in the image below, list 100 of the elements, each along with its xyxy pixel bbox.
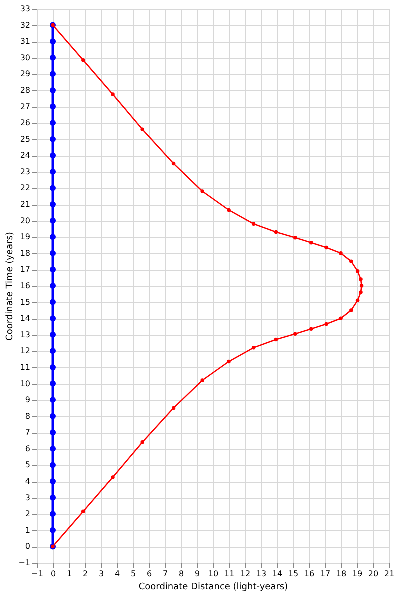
point bbox=[200, 190, 204, 194]
point bbox=[50, 299, 56, 306]
y-tick-label: 20 bbox=[20, 216, 30, 226]
y-tick-label: 30 bbox=[20, 53, 30, 62]
x-tick-label: 0 bbox=[50, 570, 56, 578]
y-tick-label: 18 bbox=[20, 248, 30, 258]
point bbox=[50, 364, 56, 370]
x-tick-label: 4 bbox=[114, 570, 120, 578]
y-tick-label: 24 bbox=[20, 151, 30, 160]
point bbox=[360, 284, 364, 288]
point bbox=[82, 58, 86, 62]
point bbox=[50, 462, 56, 468]
point bbox=[50, 104, 56, 110]
y-tick-label: 6 bbox=[25, 444, 30, 454]
point bbox=[50, 202, 56, 208]
point bbox=[50, 250, 56, 256]
point bbox=[50, 332, 56, 338]
point bbox=[50, 446, 56, 452]
x-tick-label: 16 bbox=[304, 570, 315, 578]
point bbox=[227, 208, 231, 212]
y-axis-title: Coordinate Time (years) bbox=[6, 232, 16, 341]
point bbox=[294, 236, 298, 240]
y-tick-label: 11 bbox=[20, 362, 30, 372]
x-tick-label: 18 bbox=[336, 570, 347, 578]
y-tick-label: 17 bbox=[20, 265, 30, 274]
point bbox=[50, 136, 56, 142]
y-tick-label: 8 bbox=[25, 412, 30, 421]
x-tick-label: 11 bbox=[224, 570, 235, 578]
x-tick-label: 12 bbox=[240, 570, 251, 578]
x-tick-label: 3 bbox=[98, 570, 104, 578]
x-tick-label: 1 bbox=[66, 570, 72, 578]
y-tick-label: 16 bbox=[20, 282, 30, 290]
y-tick-label: 27 bbox=[20, 102, 30, 112]
x-tick-label: 7 bbox=[162, 570, 168, 578]
point bbox=[82, 510, 86, 514]
y-tick-label: 0 bbox=[25, 542, 30, 552]
y-tick-label: 25 bbox=[20, 134, 30, 144]
point bbox=[50, 478, 56, 485]
point bbox=[356, 298, 360, 303]
point bbox=[50, 71, 56, 78]
point bbox=[50, 413, 56, 420]
y-tick-label: 2 bbox=[25, 510, 30, 519]
point bbox=[50, 511, 56, 518]
point bbox=[227, 360, 231, 364]
y-tick-label: 28 bbox=[20, 86, 30, 95]
point bbox=[252, 222, 256, 226]
y-tick-label: 7 bbox=[25, 428, 30, 438]
point bbox=[359, 290, 363, 294]
y-tick-label: 10 bbox=[20, 379, 30, 388]
x-tick-label: 10 bbox=[208, 570, 219, 578]
x-tick-label: 14 bbox=[272, 570, 283, 578]
x-tick-label: 19 bbox=[352, 570, 363, 578]
point bbox=[274, 230, 278, 234]
point bbox=[350, 260, 354, 264]
point bbox=[359, 278, 363, 282]
x-tick-label: 13 bbox=[256, 570, 267, 578]
point bbox=[50, 218, 56, 224]
x-tick-label: 8 bbox=[178, 570, 184, 578]
point bbox=[50, 38, 56, 45]
point bbox=[50, 152, 56, 159]
y-tick-label: 15 bbox=[20, 298, 30, 307]
y-tick-label: 22 bbox=[20, 184, 30, 193]
x-tick-label: 5 bbox=[130, 570, 136, 578]
point bbox=[50, 430, 56, 436]
x-axis-title: Coordinate Distance (light-years) bbox=[138, 582, 288, 592]
point bbox=[324, 246, 328, 250]
y-tick-label: 33 bbox=[20, 4, 30, 14]
y-tick-label: 3 bbox=[25, 493, 30, 502]
point bbox=[50, 494, 56, 501]
point bbox=[172, 162, 176, 166]
point bbox=[50, 397, 56, 404]
point bbox=[200, 378, 204, 382]
y-tick-label: 29 bbox=[20, 70, 30, 79]
y-tick-label: 23 bbox=[20, 167, 30, 176]
point bbox=[252, 346, 256, 350]
point bbox=[339, 316, 343, 320]
point bbox=[339, 252, 343, 256]
point bbox=[111, 92, 115, 96]
point bbox=[50, 87, 56, 94]
point bbox=[140, 128, 144, 132]
x-tick-label: 15 bbox=[288, 570, 299, 578]
point bbox=[50, 120, 56, 126]
x-tick-label: 17 bbox=[320, 570, 331, 578]
x-tick-label: −1 bbox=[32, 570, 44, 578]
x-tick-label: 20 bbox=[368, 570, 379, 578]
y-tick-label: 9 bbox=[25, 396, 30, 405]
x-tick-label: 9 bbox=[194, 570, 200, 578]
point bbox=[50, 283, 56, 289]
y-tick-label: 26 bbox=[20, 118, 30, 128]
y-tick-label: 31 bbox=[20, 37, 30, 46]
y-tick-label: 19 bbox=[20, 232, 30, 242]
y-tick-label: 21 bbox=[20, 200, 30, 210]
x-tick-label: 2 bbox=[82, 570, 88, 578]
point bbox=[50, 234, 56, 240]
point bbox=[172, 406, 176, 410]
y-tick-label: 5 bbox=[25, 460, 30, 470]
point bbox=[50, 380, 56, 387]
point bbox=[356, 269, 360, 274]
point bbox=[350, 308, 354, 312]
point bbox=[50, 54, 56, 61]
